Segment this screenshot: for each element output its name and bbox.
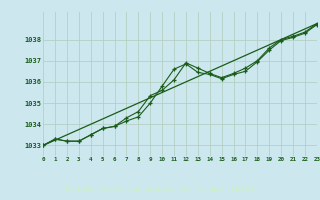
Text: Graphe pression niveau de la mer (hPa): Graphe pression niveau de la mer (hPa) <box>65 185 255 194</box>
